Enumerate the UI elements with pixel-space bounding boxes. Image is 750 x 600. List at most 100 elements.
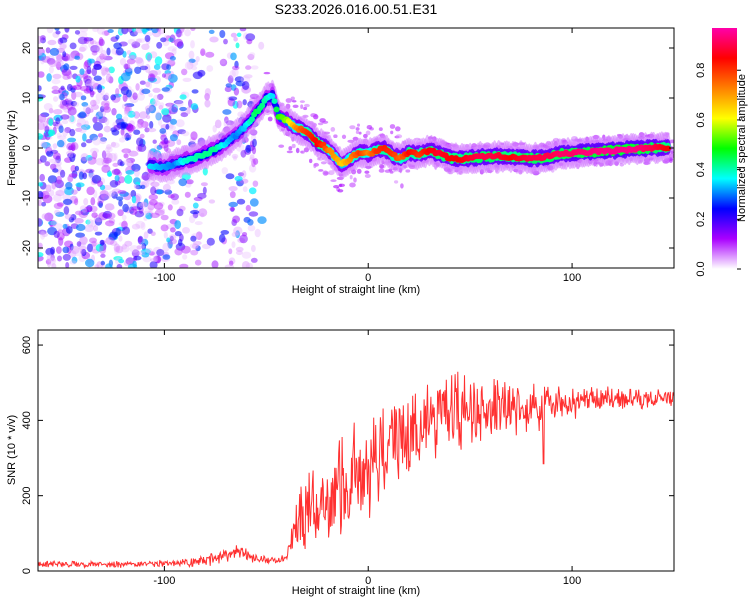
- noise-blob: [122, 116, 129, 123]
- noise-blob: [113, 152, 118, 162]
- noise-blob: [93, 122, 103, 131]
- noise-blob: [40, 141, 48, 148]
- noise-blob: [123, 111, 130, 116]
- noise-blob: [104, 203, 115, 211]
- noise-blob: [98, 38, 105, 47]
- noise-blob: [99, 245, 107, 255]
- noise-blob: [47, 145, 53, 152]
- noise-blob: [129, 52, 137, 60]
- noise-blob: [137, 120, 145, 130]
- noise-blob: [53, 96, 59, 102]
- noise-blob: [167, 46, 177, 52]
- noise-blob: [132, 111, 139, 116]
- noise-blob: [131, 163, 141, 172]
- noise-blob: [140, 222, 146, 230]
- noise-blob: [81, 142, 87, 148]
- noise-blob: [84, 224, 94, 233]
- noise-blob: [99, 239, 105, 246]
- noise-blob: [228, 201, 238, 208]
- noise-blob: [92, 150, 98, 160]
- noise-blob: [140, 184, 146, 190]
- noise-blob: [48, 220, 57, 226]
- noise-blob: [145, 28, 153, 31]
- noise-blob: [51, 85, 59, 91]
- noise-blob: [38, 182, 44, 187]
- noise-blob: [267, 116, 273, 122]
- noise-blob: [82, 133, 87, 142]
- noise-blob: [389, 124, 396, 129]
- noise-blob: [62, 198, 73, 205]
- noise-blob: [184, 61, 194, 70]
- noise-blob: [156, 208, 165, 213]
- noise-blob: [253, 158, 259, 165]
- noise-blob: [228, 186, 238, 192]
- noise-blob: [179, 94, 187, 100]
- snr-x-ticks: -100 0 100: [153, 330, 581, 587]
- noise-blob: [175, 242, 186, 251]
- noise-blob: [224, 86, 232, 93]
- noise-blob: [112, 162, 119, 167]
- noise-blob: [102, 94, 109, 101]
- noise-blob: [113, 124, 121, 131]
- noise-blob: [241, 251, 252, 259]
- snr-frame: [37, 329, 675, 572]
- noise-blob: [89, 133, 98, 141]
- noise-blob: [148, 104, 157, 114]
- noise-blob: [220, 230, 230, 235]
- noise-blob: [248, 157, 255, 162]
- noise-blob: [148, 194, 158, 201]
- noise-blob: [169, 123, 174, 129]
- noise-blob: [93, 63, 102, 71]
- noise-blob: [97, 45, 103, 54]
- noise-blob: [232, 100, 239, 109]
- noise-blob: [125, 257, 135, 266]
- noise-blob: [102, 184, 113, 191]
- noise-blob: [231, 68, 239, 77]
- noise-blob: [86, 65, 92, 75]
- noise-blob: [82, 172, 88, 180]
- ridge-mark: [271, 98, 278, 104]
- noise-blob: [102, 213, 111, 219]
- noise-blob: [61, 68, 72, 76]
- noise-blob: [356, 168, 362, 174]
- noise-blob: [389, 170, 394, 174]
- noise-blob: [245, 204, 251, 212]
- noise-blob: [74, 198, 79, 206]
- noise-blob: [129, 245, 140, 253]
- noise-blob: [137, 118, 144, 125]
- noise-blob: [46, 257, 57, 263]
- noise-blob: [118, 221, 128, 227]
- noise-blob: [115, 47, 124, 56]
- noise-blob: [77, 36, 88, 45]
- x-tick-label: 100: [563, 575, 581, 587]
- noise-blob: [60, 85, 65, 91]
- noise-blob: [38, 217, 43, 227]
- noise-blob: [69, 115, 75, 123]
- noise-blob: [250, 65, 259, 70]
- noise-blob: [51, 181, 57, 190]
- noise-blob: [129, 208, 138, 215]
- noise-blob: [131, 152, 139, 157]
- noise-blob: [219, 59, 226, 65]
- noise-blob: [231, 219, 237, 226]
- noise-blob: [257, 216, 267, 225]
- noise-blob: [75, 232, 85, 238]
- noise-blob: [58, 237, 64, 246]
- noise-blob: [99, 193, 109, 201]
- noise-blob: [357, 123, 360, 127]
- noise-blob: [75, 182, 85, 188]
- noise-blob: [246, 38, 253, 45]
- noise-blob: [188, 50, 195, 59]
- noise-blob: [364, 170, 370, 174]
- noise-blob: [108, 76, 114, 84]
- noise-blob: [230, 32, 237, 38]
- noise-blob: [200, 50, 206, 56]
- noise-blob: [133, 129, 141, 135]
- noise-blob: [150, 98, 156, 105]
- noise-blob: [44, 212, 54, 222]
- noise-blob: [117, 190, 127, 194]
- noise-blob: [84, 206, 93, 213]
- x-tick-label: -100: [153, 272, 175, 284]
- spectrogram-y-ticks: -20 -10 0 10 20: [21, 42, 674, 256]
- noise-blob: [64, 214, 74, 220]
